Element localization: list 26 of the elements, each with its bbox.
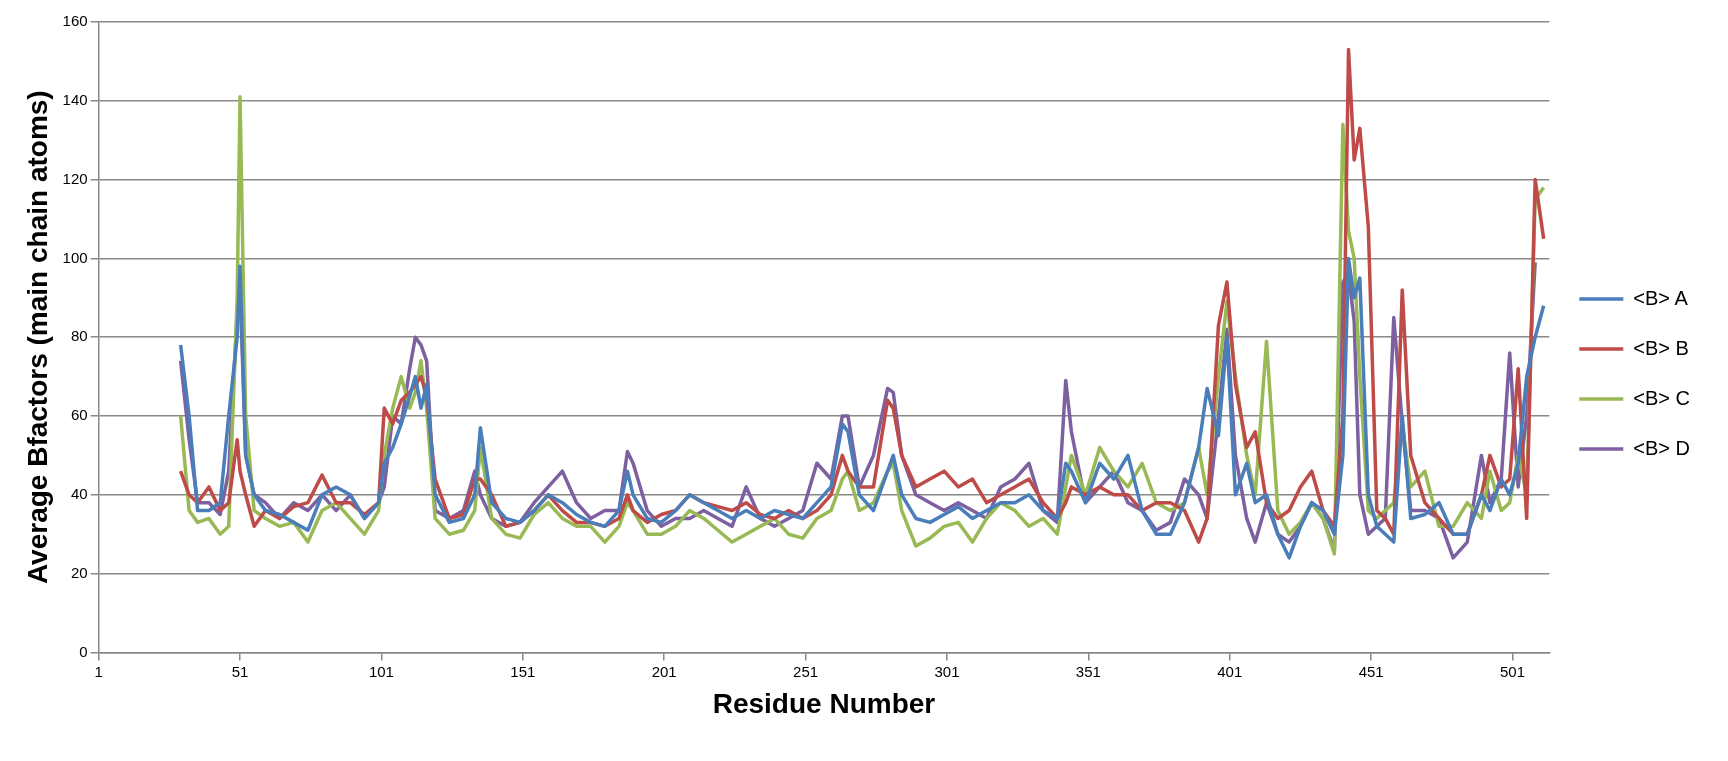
legend-label: <B> D <box>1633 436 1690 459</box>
y-tick-label: 80 <box>70 327 88 345</box>
y-tick-label: 140 <box>62 90 88 108</box>
y-tick-label: 100 <box>62 248 88 266</box>
x-tick-label: 201 <box>651 662 677 680</box>
y-axis-title: Average Bfactors (main chain atoms) <box>21 90 53 585</box>
y-tick-label: 20 <box>70 563 88 581</box>
x-tick-label: 251 <box>793 662 819 680</box>
legend-label: <B> A <box>1633 286 1689 309</box>
y-tick-label: 120 <box>62 169 88 187</box>
x-tick-label: 501 <box>1500 662 1526 680</box>
y-tick-label: 60 <box>70 406 88 424</box>
x-tick-label: 101 <box>368 662 394 680</box>
legend-label: <B> C <box>1633 386 1690 409</box>
y-tick-label: 0 <box>79 642 88 660</box>
x-tick-label: 351 <box>1075 662 1101 680</box>
y-tick-label: 160 <box>62 12 88 30</box>
x-tick-label: 151 <box>510 662 536 680</box>
x-tick-label: 301 <box>934 662 960 680</box>
x-tick-label: 1 <box>94 662 103 680</box>
y-tick-label: 40 <box>70 484 88 502</box>
x-tick-label: 401 <box>1217 662 1243 680</box>
x-tick-label: 451 <box>1358 662 1384 680</box>
legend-label: <B> B <box>1633 336 1689 359</box>
x-tick-label: 51 <box>231 662 249 680</box>
x-axis-title: Residue Number <box>712 687 936 719</box>
